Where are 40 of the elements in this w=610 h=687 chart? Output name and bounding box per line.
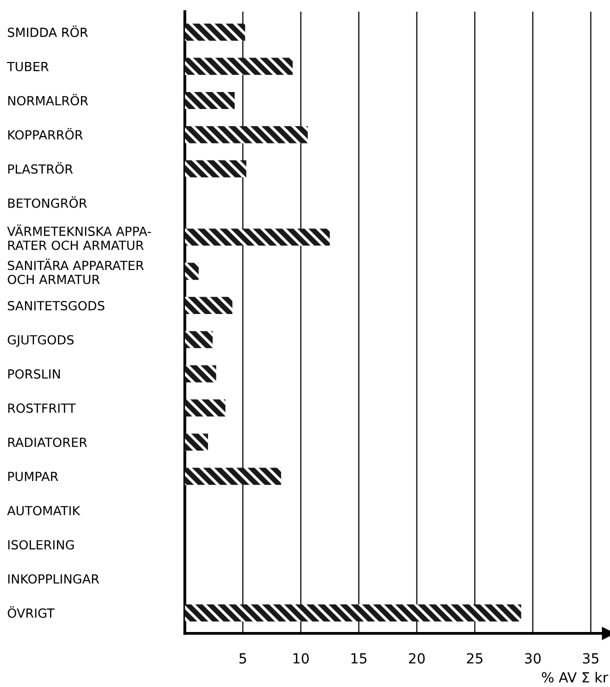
x-tick-label: 10 — [294, 653, 309, 664]
y-tick-label: VÄRMETEKNISKA APPA- RATER OCH ARMATUR — [7, 224, 151, 250]
y-tick-label: NORMALRÖR — [8, 94, 88, 106]
bar — [184, 604, 522, 622]
y-tick-label: BETONGRÖR — [8, 196, 87, 208]
y-tick-label: AUTOMATIK — [7, 506, 80, 516]
y-tick-label: INKOPPLINGAR — [8, 574, 100, 584]
y-tick-label: KOPPARRÖR — [8, 128, 83, 140]
y-tick-label: PORSLIN — [8, 369, 60, 379]
y-tick-label: SANITÄRA APPARATER OCH ARMATUR — [8, 258, 144, 284]
bar — [184, 296, 232, 314]
y-tick-label: ROSTFRITT — [8, 403, 76, 413]
x-tick-label: 5 — [239, 653, 246, 664]
bar — [184, 58, 293, 75]
bar — [184, 24, 246, 41]
bar — [184, 468, 282, 485]
bar — [184, 126, 308, 144]
bar — [184, 262, 199, 280]
bar — [184, 92, 235, 110]
x-tick-label: 30 — [525, 653, 541, 664]
y-tick-label: GJUTGODS — [8, 335, 74, 347]
x-tick-label: 15 — [351, 653, 366, 664]
x-tick-label: 20 — [408, 653, 425, 664]
y-tick-label: ISOLERING — [8, 540, 74, 550]
bar — [184, 160, 246, 178]
y-tick-label: SMIDDA RÖR — [8, 26, 88, 38]
bar — [184, 434, 208, 451]
y-tick-label: PLASTRÖR — [8, 162, 73, 174]
bar — [184, 399, 226, 416]
x-tick-label: 25 — [466, 653, 482, 664]
y-tick-label: ÖVRIGT — [8, 606, 54, 618]
bar — [184, 365, 216, 382]
y-tick-label: TUBER — [7, 62, 49, 72]
bar — [184, 228, 330, 246]
y-tick-label: SANITETSGODS — [8, 300, 104, 310]
x-axis-title: % AV Σ kr — [542, 672, 608, 683]
y-tick-label: PUMPAR — [8, 472, 58, 482]
x-tick-label: 35 — [582, 653, 598, 664]
bar — [184, 331, 213, 348]
y-tick-label: RADIATORER — [8, 438, 88, 448]
